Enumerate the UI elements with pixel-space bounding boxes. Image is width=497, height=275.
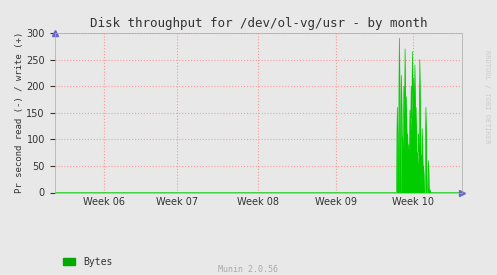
Text: RRDTOOL / TOBI OETIKER: RRDTOOL / TOBI OETIKER	[484, 50, 490, 143]
Legend: Bytes: Bytes	[60, 253, 116, 271]
Y-axis label: Pr second read (-) / write (+): Pr second read (-) / write (+)	[14, 32, 23, 193]
Title: Disk throughput for /dev/ol-vg/usr - by month: Disk throughput for /dev/ol-vg/usr - by …	[89, 17, 427, 31]
Text: Munin 2.0.56: Munin 2.0.56	[219, 265, 278, 274]
